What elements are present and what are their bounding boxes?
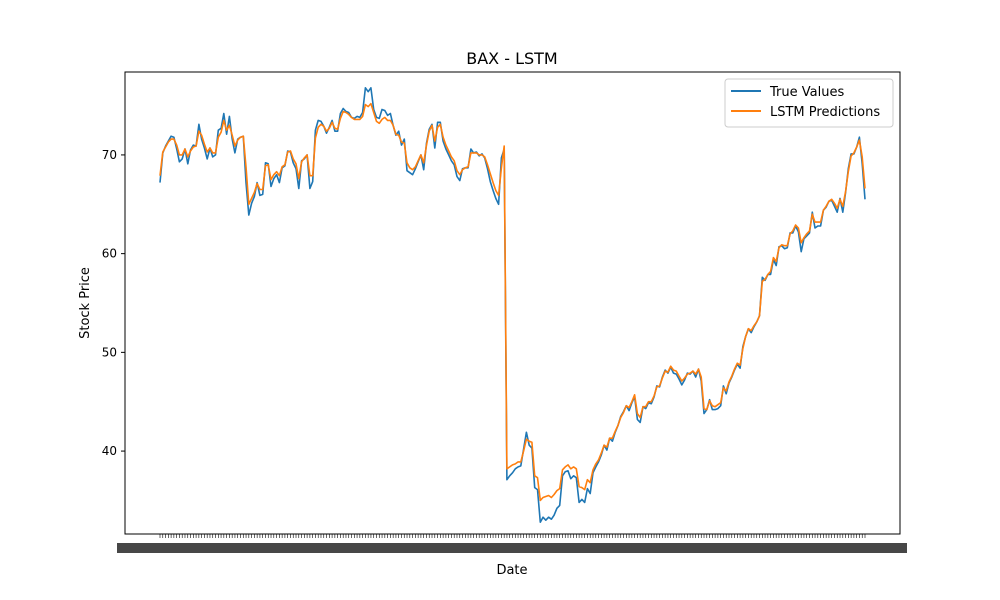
- legend-box: [724, 78, 894, 128]
- chart-title: BAX - LSTM: [466, 49, 557, 68]
- legend-label-lstm-predictions: LSTM Predictions: [770, 105, 880, 120]
- y-axis-label: Stock Price: [78, 267, 93, 339]
- y-tick-label: 60: [102, 247, 117, 261]
- y-ticks: 40 50 60 70: [102, 148, 125, 458]
- x-ticks: [117, 534, 907, 553]
- series-line-true-values: [159, 87, 866, 524]
- series-layer: [159, 87, 866, 524]
- legend-label-true-values: True Values: [769, 85, 844, 100]
- series-line-lstm-predictions: [159, 102, 866, 502]
- y-tick-label: 70: [102, 148, 117, 162]
- legend: True Values LSTM Predictions: [724, 78, 894, 128]
- y-tick-label: 40: [102, 444, 117, 458]
- x-tick-labels-overlap: [117, 543, 907, 553]
- x-axis-label: Date: [496, 563, 527, 578]
- y-tick-label: 50: [102, 345, 117, 359]
- plot-area-frame: [124, 71, 901, 535]
